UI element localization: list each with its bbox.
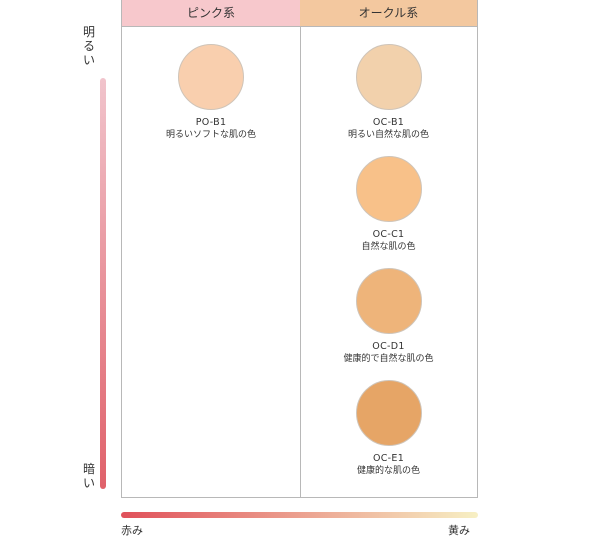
brightness-top-char-2: る [82,39,95,53]
swatch-code: OC-D1 [372,341,405,352]
swatch-code: OC-B1 [372,117,405,128]
swatch-circle [355,44,422,110]
swatch-description: 健康的な肌の色 [356,466,420,476]
brightness-top-label: 明 る い [82,25,96,67]
swatch-description: 明るいソフトな肌の色 [165,130,256,140]
swatch-circle [355,380,422,446]
brightness-bottom-char-1: 暗 [82,462,95,476]
brightness-top-char-1: 明 [82,25,95,39]
shade-grid: ピンク系 PO-B1 明るいソフトな肌の色 オークル系 OC-B1 明るい自然な… [121,0,478,498]
brightness-bottom-char-2: い [82,476,95,490]
brightness-top-char-3: い [82,53,95,67]
hue-left-label: 赤み [121,524,143,537]
swatch-code: PO-B1 [195,117,227,128]
swatch-oc-b1: OC-B1 明るい自然な肌の色 [300,44,477,141]
swatch-oc-c1: OC-C1 自然な肌の色 [300,156,477,253]
brightness-bottom-label: 暗 い [82,462,96,490]
column-ochre: オークル系 OC-B1 明るい自然な肌の色 OC-C1 自然な肌の色 OC-D1… [300,0,477,497]
swatch-code: OC-C1 [372,229,405,240]
column-header-ochre: オークル系 [300,0,477,27]
column-header-pink: ピンク系 [122,0,300,27]
swatch-code: OC-E1 [372,453,405,464]
swatch-description: 自然な肌の色 [361,242,416,252]
swatch-description: 明るい自然な肌の色 [347,130,429,140]
swatch-po-b1: PO-B1 明るいソフトな肌の色 [122,44,300,141]
swatch-description: 健康的で自然な肌の色 [343,354,434,364]
column-pink: ピンク系 PO-B1 明るいソフトな肌の色 [122,0,301,497]
swatch-oc-d1: OC-D1 健康的で自然な肌の色 [300,268,477,365]
swatch-circle [355,156,422,222]
swatch-circle [355,268,422,334]
hue-right-label: 黄み [448,524,470,537]
swatch-circle [178,44,244,110]
swatch-oc-e1: OC-E1 健康的な肌の色 [300,380,477,477]
brightness-gradient-bar [100,78,106,489]
hue-gradient-bar [121,512,478,518]
